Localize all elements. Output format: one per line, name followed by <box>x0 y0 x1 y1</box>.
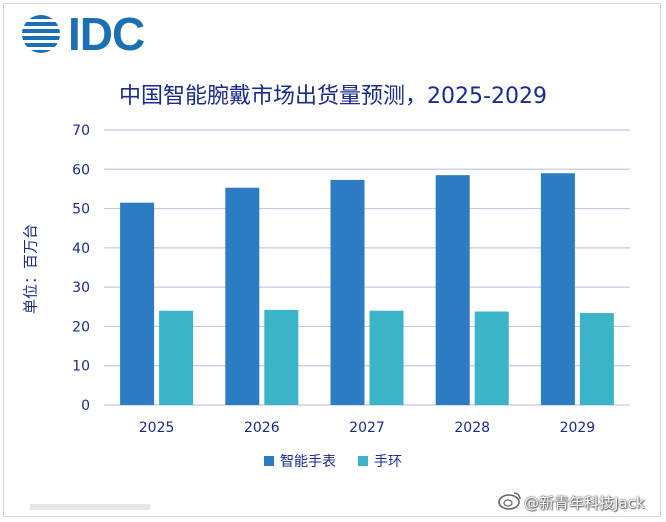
legend: 智能手表 手环 <box>0 451 666 471</box>
bar-watch-2027 <box>330 179 365 405</box>
weibo-icon <box>498 492 521 510</box>
x-tick-labels: 2025 2026 2027 2028 2029 <box>139 420 595 436</box>
bar-watch-2028 <box>435 175 470 405</box>
legend-item-watch: 智能手表 <box>264 451 336 471</box>
legend-item-band: 手环 <box>358 451 402 471</box>
x-tick-2028: 2028 <box>454 420 490 436</box>
chart-title: 中国智能腕戴市场出货量预测，2025-2029 <box>119 84 547 109</box>
y-tick-20: 20 <box>72 319 90 335</box>
bottom-strip <box>30 504 150 510</box>
y-tick-40: 40 <box>72 241 90 257</box>
x-tick-2027: 2027 <box>349 420 385 436</box>
idc-logo: IDC <box>20 8 145 60</box>
y-tick-60: 60 <box>72 162 90 178</box>
bar-watch-2029 <box>540 173 575 405</box>
x-tick-2029: 2029 <box>560 420 596 436</box>
bar-band-2028 <box>474 311 509 405</box>
y-tick-labels: 0 10 20 30 40 50 60 70 <box>72 123 90 414</box>
y-tick-10: 10 <box>72 359 90 375</box>
bar-watch-2025 <box>120 202 155 405</box>
legend-swatch-watch <box>264 456 274 466</box>
logo-text: IDC <box>68 8 145 60</box>
bar-band-2025 <box>159 310 194 405</box>
bar-band-2029 <box>579 313 614 405</box>
watermark-text: @新青年科技Jack <box>524 494 645 512</box>
globe-icon <box>22 15 60 53</box>
y-tick-50: 50 <box>72 202 90 218</box>
bar-band-2027 <box>369 310 404 405</box>
y-tick-70: 70 <box>72 123 90 139</box>
x-tick-2025: 2025 <box>139 420 175 436</box>
bars <box>120 173 614 405</box>
y-tick-30: 30 <box>72 280 90 296</box>
legend-label-band: 手环 <box>374 454 402 470</box>
legend-label-watch: 智能手表 <box>280 454 336 470</box>
x-tick-2026: 2026 <box>244 420 280 436</box>
bar-watch-2026 <box>225 187 260 405</box>
y-tick-0: 0 <box>81 398 90 414</box>
legend-swatch-band <box>358 456 368 466</box>
bar-band-2026 <box>264 309 299 405</box>
